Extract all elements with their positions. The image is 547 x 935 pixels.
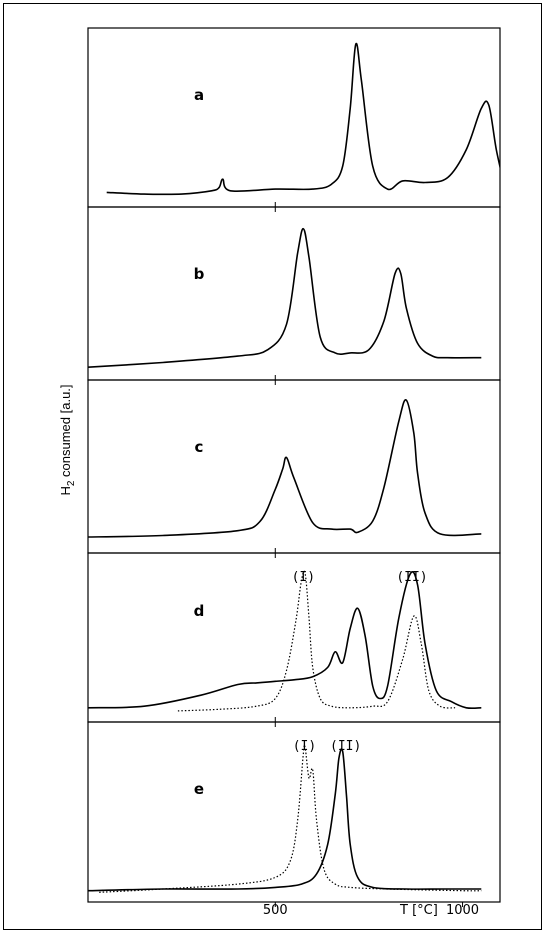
panel-label-d: d bbox=[194, 602, 205, 620]
figure-frame bbox=[3, 3, 542, 930]
panel-d: d (I) (II) bbox=[87, 548, 501, 723]
x-tick-label-500: 500 bbox=[263, 903, 288, 918]
panel-b-box bbox=[87, 206, 501, 381]
series-c-solid-line bbox=[88, 399, 482, 538]
series-b-solid-line bbox=[88, 228, 482, 368]
panel-a-box bbox=[87, 27, 501, 208]
panel-c: c bbox=[87, 375, 501, 554]
peak-label-d-1: (I) bbox=[292, 570, 315, 585]
panel-a: a bbox=[87, 27, 501, 208]
panel-b: b bbox=[87, 202, 501, 381]
series-d-dotted-line bbox=[177, 570, 456, 712]
peak-label-e-2: (II) bbox=[330, 739, 361, 754]
y-axis-label: H2 consumed [a.u.] bbox=[58, 384, 77, 495]
panel-label-b: b bbox=[194, 265, 205, 283]
panel-c-box bbox=[87, 379, 501, 554]
panel-label-e: e bbox=[194, 780, 204, 798]
panel-e-box bbox=[87, 721, 501, 903]
series-e-solid-line bbox=[88, 748, 482, 892]
panel-label-c: c bbox=[195, 438, 204, 456]
x-tick-label-1000: 1000 bbox=[446, 903, 479, 918]
series-a-solid-line bbox=[106, 42, 500, 196]
series-d-solid-line bbox=[88, 571, 482, 710]
x-axis: 500 1000 bbox=[263, 902, 479, 918]
peak-label-d-2: (II) bbox=[396, 570, 427, 585]
panel-e: e(I) (II) bbox=[87, 717, 501, 903]
series-e-dotted-line bbox=[99, 744, 482, 893]
x-axis-label: T [°C] bbox=[399, 903, 438, 918]
panel-label-a: a bbox=[194, 86, 204, 104]
